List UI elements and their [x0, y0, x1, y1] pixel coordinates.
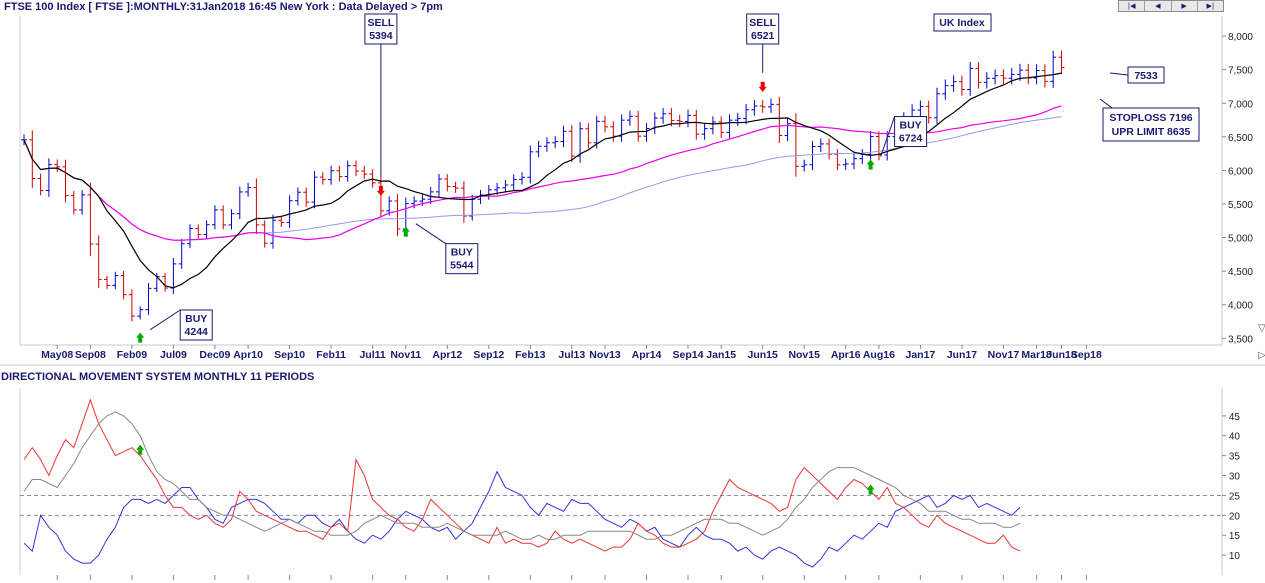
scroll-right-icon[interactable]: ▷: [1258, 350, 1265, 361]
signal-type-label: BUY: [451, 247, 473, 259]
uk-index-box: [933, 13, 992, 32]
price-x-tick-label: Dec09: [199, 349, 230, 361]
dms-buy-arrow-icon: [136, 444, 145, 455]
chart-title: FTSE 100 Index [ FTSE ]:MONTHLY:31Jan201…: [4, 1, 443, 13]
uk-index-label: UK Index: [939, 17, 985, 29]
signal-box: [894, 116, 928, 148]
plus-di-line: [23, 470, 1021, 568]
dms-y-tick-label: 30: [1229, 472, 1241, 483]
minus-di-line: [23, 398, 1021, 552]
sell-arrow-icon: [376, 185, 385, 196]
price-x-tick-label: Apr12: [432, 349, 462, 361]
dms-buy-arrow-icon: [866, 484, 875, 495]
ma-fast-line: [23, 72, 1062, 289]
annotation-uk-index: UK Index: [933, 13, 992, 32]
price-y-tick-label: 5,500: [1228, 200, 1253, 211]
price-x-tick-label: Feb13: [515, 349, 546, 361]
signal-value-label: 6724: [899, 133, 923, 145]
chart-navigation: |◀ ◀ ▶ ▶|: [1118, 0, 1224, 12]
price-y-tick-label: 8,000: [1228, 32, 1253, 43]
price-x-tick-label: Jan17: [906, 349, 936, 361]
price-x-tick-label: Jun15: [748, 349, 779, 361]
last-price-box: 7533: [1109, 66, 1165, 84]
price-x-tick-label: Nov13: [589, 349, 621, 361]
signal-value-label: 5394: [369, 30, 393, 42]
dms-y-tick-label: 10: [1229, 551, 1241, 562]
signal-leader: [415, 223, 447, 245]
last-price-label: 7533: [1134, 70, 1158, 82]
signal-type-label: SELL: [749, 17, 776, 29]
stoploss-leader: [1099, 98, 1113, 109]
signal-value-label: 4244: [185, 326, 209, 338]
scroll-down-icon[interactable]: ▽: [1258, 323, 1265, 334]
price-x-tick-label: Apr16: [831, 349, 861, 361]
price-x-tick-label: Apr10: [233, 349, 263, 361]
price-y-tick-label: 7,500: [1228, 66, 1253, 77]
price-y-tick-label: 6,500: [1228, 133, 1253, 144]
dms-y-tick-label: 35: [1229, 452, 1241, 463]
price-y-tick-label: 3,500: [1228, 334, 1253, 345]
signal-type-label: BUY: [900, 120, 922, 132]
price-y-tick-label: 6,000: [1228, 166, 1253, 177]
price-x-tick-label: Jun18: [1046, 349, 1077, 361]
buy-arrow-icon: [401, 226, 410, 237]
price-x-tick-label: Feb11: [316, 349, 346, 361]
price-x-tick-label: Sep14: [673, 349, 704, 361]
last-price-leader: [1109, 72, 1129, 76]
price-x-tick-label: Nov11: [390, 349, 421, 361]
nav-first-button[interactable]: |◀: [1119, 1, 1146, 11]
price-x-tick-label: Mar18: [1021, 349, 1052, 361]
stoploss-box: STOPLOSS 7196 UPR LIMIT 8635: [1099, 98, 1200, 142]
price-y-tick-label: 4,500: [1228, 267, 1253, 278]
signal-value-label: 6521: [751, 30, 775, 42]
signal-value-label: 5544: [450, 260, 474, 272]
signal-type-label: SELL: [367, 17, 394, 29]
dms-panel: 45 40 35 30 25 20 15 10: [20, 398, 1241, 580]
nav-last-button[interactable]: ▶|: [1206, 2, 1215, 10]
price-x-tick-label: Jan15: [706, 349, 736, 361]
stoploss-label: STOPLOSS 7196: [1109, 112, 1192, 124]
sell-arrow-icon: [758, 81, 767, 92]
price-x-tick-label: Feb09: [117, 349, 148, 361]
price-x-tick-label: Jul11: [359, 349, 385, 361]
signal-leader: [880, 116, 896, 157]
price-panel: 8,000 7,500 7,000 6,500 6,000 5,500 5,000 4,500…: [21, 13, 1253, 361]
signal-leader: [149, 309, 181, 331]
signal-box: [445, 243, 479, 275]
price-x-tick-label: May08: [41, 349, 73, 361]
price-x-tick-label: Nov17: [988, 349, 1020, 361]
adx-line: [23, 411, 1021, 540]
price-y-tick-label: 4,000: [1228, 301, 1253, 312]
price-x-tick-label: Sep12: [473, 349, 504, 361]
price-x-tick-label: Jul09: [160, 349, 187, 361]
price-x-tick-label: Nov15: [788, 349, 820, 361]
signal-type-label: BUY: [185, 313, 207, 325]
buy-arrow-icon: [866, 159, 875, 170]
dms-y-tick-label: 45: [1229, 412, 1241, 423]
price-x-tick-label: Sep10: [274, 349, 305, 361]
price-y-tick-label: 5,000: [1228, 234, 1253, 245]
indicator-title: DIRECTIONAL MOVEMENT SYSTEM MONTHLY 11 P…: [1, 371, 314, 383]
price-x-tick-label: Sep08: [75, 349, 106, 361]
signal-box: [179, 309, 213, 341]
dms-y-tick-label: 20: [1229, 511, 1241, 522]
price-x-tick-label: Apr14: [632, 349, 662, 361]
buy-arrow-icon: [136, 332, 145, 343]
price-x-tick-label: Jun17: [947, 349, 978, 361]
dms-y-tick-label: 15: [1229, 531, 1241, 542]
price-y-tick-label: 7,000: [1228, 99, 1253, 110]
price-x-tick-label: Sep18: [1071, 349, 1102, 361]
price-x-tick-label: Aug16: [863, 349, 895, 361]
nav-next-button[interactable]: ▶: [1172, 1, 1198, 11]
dms-y-tick-label: 40: [1229, 432, 1241, 443]
price-x-tick-label: Jul13: [558, 349, 585, 361]
signal-box: [364, 13, 398, 45]
upper-limit-label: UPR LIMIT 8635: [1112, 126, 1191, 138]
nav-prev-button[interactable]: ◀: [1145, 1, 1172, 11]
dms-y-tick-label: 25: [1229, 491, 1241, 502]
stoploss-frame: [1102, 107, 1200, 142]
